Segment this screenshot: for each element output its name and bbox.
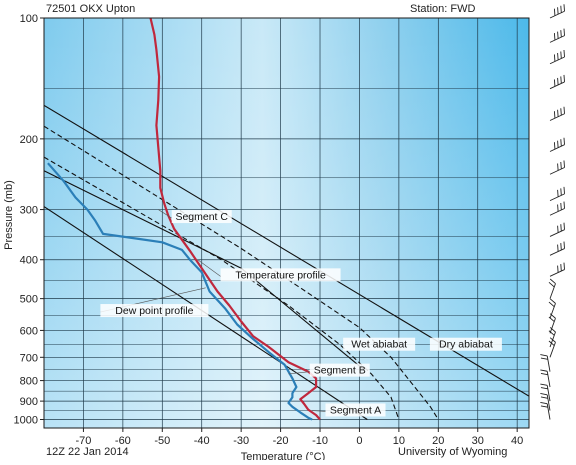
- segment-c-label: Segment C: [175, 211, 228, 223]
- wind-barb-icon: [549, 160, 565, 175]
- wind-barb-icon: [549, 106, 565, 121]
- dry-abiabat-label-bg: [429, 337, 502, 351]
- wind-barb-icon: [549, 222, 565, 237]
- segment-b-label: Segment B: [314, 365, 366, 377]
- wind-barb-icon: [549, 49, 565, 65]
- wind-barb-icon: [549, 186, 565, 202]
- source-label: University of Wyoming: [398, 446, 507, 458]
- temperature-profile-label: Temperature profile: [235, 269, 326, 281]
- wind-barb-icon: [549, 262, 565, 277]
- x-tick-label: 40: [511, 435, 523, 447]
- y-tick-label: 500: [20, 294, 38, 306]
- x-tick-label: -10: [312, 435, 328, 447]
- segment-c-label-bg: [171, 210, 232, 224]
- wind-barb-icon: [549, 4, 565, 19]
- temperature-profile-leader: [197, 259, 221, 277]
- wind-barb-icon: [540, 393, 551, 411]
- segment-a-label-bg: [325, 403, 386, 417]
- station-name-label: Station: FWD: [410, 3, 475, 15]
- dry-abiabat-label: Dry abiabat: [439, 339, 493, 351]
- y-tick-label: 1000: [14, 414, 38, 426]
- y-tick-label: 300: [20, 205, 38, 217]
- y-tick-label: 700: [20, 352, 38, 364]
- adiabat-line-4: [44, 170, 364, 370]
- x-tick-label: -20: [273, 435, 289, 447]
- wind-barb-icon: [549, 28, 565, 43]
- wind-barb-icon: [548, 278, 556, 299]
- x-tick-label: 10: [393, 435, 405, 447]
- wind-barb-icon: [549, 74, 565, 90]
- y-tick-label: 900: [20, 396, 38, 408]
- x-tick-label: -40: [194, 435, 210, 447]
- dew-point-profile-line: [47, 162, 313, 421]
- wind-barb-icon: [548, 298, 556, 319]
- dew-point-profile-label: Dew point profile: [115, 305, 193, 317]
- adiabat-line-2: [44, 156, 400, 420]
- wind-barb-icon: [540, 354, 551, 372]
- y-tick-label: 600: [20, 325, 38, 337]
- wind-barb-icon: [548, 337, 556, 358]
- wind-barb-icon: [549, 241, 565, 256]
- segment-c-leader: [158, 209, 172, 219]
- x-tick-label: 30: [472, 435, 484, 447]
- wind-barb-icon: [540, 383, 551, 402]
- temperature-profile-label-bg: [220, 268, 341, 282]
- wet-abiabat-label-bg: [343, 337, 416, 351]
- dew-point-profile-label-bg: [100, 304, 209, 318]
- y-tick-label: 200: [20, 134, 38, 146]
- x-tick-label: 20: [432, 435, 444, 447]
- y-tick-label: 400: [20, 255, 38, 267]
- wind-barb-icon: [548, 313, 556, 334]
- x-tick-label: -30: [233, 435, 249, 447]
- segment-b-leader: [288, 371, 310, 375]
- plot-frame: [43, 17, 530, 429]
- wind-barb-icon: [540, 369, 551, 388]
- temperature-profile-line: [149, 18, 321, 421]
- wind-barb-icon: [549, 137, 565, 152]
- segment-b-label-bg: [309, 363, 370, 377]
- x-tick-label: -70: [75, 435, 91, 447]
- y-tick-label: 100: [20, 13, 38, 25]
- wind-barb-icon: [549, 201, 565, 216]
- wet-abiabat-label: Wet abiabat: [351, 339, 407, 351]
- wind-barb-icon: [540, 401, 551, 420]
- x-axis-title: Temperature (°C): [241, 451, 325, 460]
- x-tick-label: 0: [356, 435, 362, 447]
- y-tick-label: 800: [20, 376, 38, 388]
- segment-a-label: Segment A: [330, 404, 381, 416]
- station-id-label: 72501 OKX Upton: [46, 3, 135, 15]
- time-label: 12Z 22 Jan 2014: [46, 446, 129, 458]
- x-tick-label: -50: [154, 435, 170, 447]
- x-tick-label: -60: [115, 435, 131, 447]
- segment-a-leader: [312, 410, 326, 412]
- y-axis-title: Pressure (mb): [3, 180, 15, 250]
